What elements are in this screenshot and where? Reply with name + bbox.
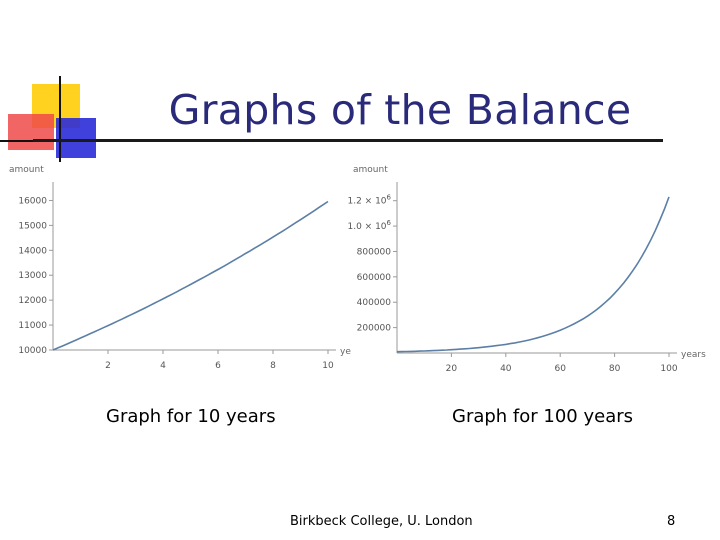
page-number: 8: [667, 514, 676, 529]
chart-1-y-axis-title: amount: [353, 165, 388, 175]
chart-0-y-tick-label: 15000: [18, 221, 47, 231]
chart-1-x-axis-title: years: [681, 350, 706, 360]
chart-1-y-tick-label: 600000: [357, 273, 392, 283]
chart-0-x-tick-label: 8: [270, 361, 276, 371]
chart-1-y-tick-label: 800000: [357, 247, 392, 257]
chart-0-y-tick-label: 12000: [18, 296, 47, 306]
chart-0-y-tick-label: 10000: [18, 346, 47, 356]
chart-100-years: amount years 20 40 60 80 100 200000 400000 600000…: [340, 158, 715, 380]
chart-100-years-svg: amount years 20 40 60 80 100 200000 400000 600000…: [348, 165, 707, 374]
chart-1-y-tick-label: 200000: [357, 324, 392, 334]
chart-10-years-svg: amount ye 2 4 6 8 10 10000 11000 12000 13000 14000 1…: [9, 165, 351, 371]
chart-0-x-axis-title: ye: [340, 347, 351, 357]
chart-0-y-axis-title: amount: [9, 165, 44, 175]
chart-1-x-tick-label: 60: [554, 364, 566, 374]
chart-0-x-tick-label: 6: [215, 361, 221, 371]
chart-10-years: amount ye 2 4 6 8 10 10000 11000 12000 13000 14000 1…: [5, 158, 355, 380]
logo-blue-square: [56, 118, 96, 158]
chart-0-y-tick-label: 11000: [18, 321, 47, 331]
chart-1-y-tick-label: 400000: [357, 298, 392, 308]
page-title: Graphs of the Balance: [168, 86, 632, 134]
logo-red-square: [8, 114, 54, 150]
chart-0-x-tick-label: 4: [160, 361, 166, 371]
chart-0-y-tick-label: 14000: [18, 246, 47, 256]
chart-1-x-tick-label: 20: [446, 364, 458, 374]
chart-1-y-tick-label: 1.2 × 106: [348, 194, 392, 207]
chart-1-series-line-0: [396, 196, 670, 353]
logo-icon: [0, 76, 110, 162]
chart-0-x-tick-label: 2: [105, 361, 111, 371]
chart-0-series-line-0: [52, 200, 329, 351]
footer-text: Birkbeck College, U. London: [290, 514, 473, 529]
caption-100-years: Graph for 100 years: [452, 406, 634, 427]
caption-10-years: Graph for 10 years: [106, 406, 276, 427]
chart-0-x-tick-label: 10: [322, 361, 334, 371]
chart-1-y-tick-label: 1.0 × 106: [348, 219, 392, 232]
chart-1-x-tick-label: 40: [500, 364, 512, 374]
chart-0-y-tick-label: 13000: [18, 271, 47, 281]
title-rule: [33, 139, 663, 142]
chart-1-x-tick-label: 80: [609, 364, 621, 374]
chart-0-y-tick-label: 16000: [18, 196, 47, 206]
chart-1-x-tick-label: 100: [660, 364, 677, 374]
